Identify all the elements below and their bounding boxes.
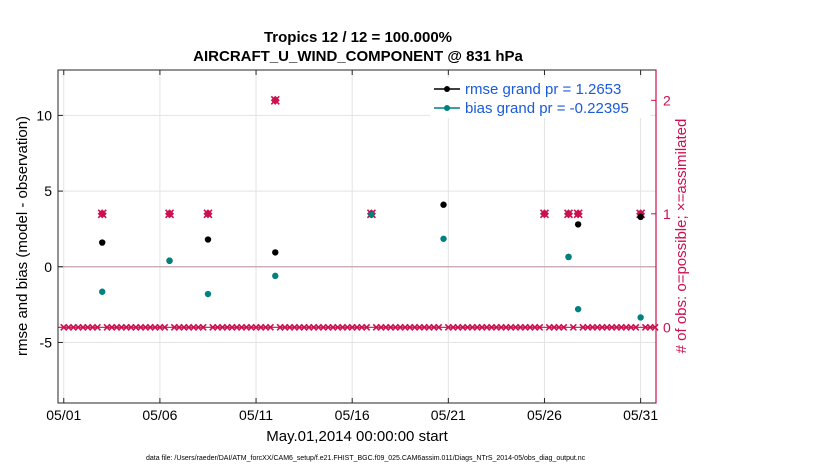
data-file-footer: data file: /Users/raeder/DAI/ATM_forcXX/…: [146, 455, 586, 462]
obs-assimilated-point: [164, 209, 175, 219]
legend-marker-rmse: [444, 86, 450, 92]
rmse-point: [574, 221, 582, 228]
x-tick-label: 05/06: [142, 407, 177, 423]
rmse-point: [637, 213, 644, 221]
rmse-point: [272, 249, 279, 256]
obs-assimilated-point: [563, 209, 574, 219]
rmse-point: [440, 201, 447, 208]
bias-point: [368, 211, 375, 218]
y2-tick-label: 2: [663, 92, 671, 108]
bias-point: [272, 272, 279, 280]
x-tick-label: 05/16: [335, 407, 370, 423]
obs-assimilated-point: [539, 209, 550, 219]
obs-assimilated-point: [573, 209, 583, 219]
legend-label-bias: bias grand pr = -0.22395: [465, 100, 629, 117]
bias-point: [574, 305, 582, 313]
y-tick-label: 0: [44, 259, 52, 275]
baseline-layer: [58, 323, 659, 331]
x-tick-label: 05/31: [623, 407, 658, 423]
chart-title-line1: Tropics 12 / 12 = 100.000%: [264, 29, 452, 46]
legend-marker-bias: [444, 105, 450, 111]
rmse-point: [204, 236, 212, 243]
legend-label-rmse: rmse grand pr = 1.2653: [465, 81, 621, 98]
x-axis-label: May.01,2014 00:00:00 start: [266, 428, 448, 445]
y2-tick-label: 1: [663, 206, 671, 222]
x-axis: 05/01 05/06 05/11 05/16 05/21 05/26 05/31: [46, 70, 658, 423]
series-layer: [97, 95, 646, 321]
y-axis-right: 0123: [651, 92, 671, 335]
y-axis-left: -5 0 5 10: [36, 107, 63, 350]
plot-area: [58, 70, 656, 403]
bias-point: [204, 290, 212, 298]
x-tick-label: 05/21: [431, 407, 466, 423]
x-tick-label: 05/01: [46, 407, 81, 423]
y2-axis-label: # of obs: o=possible; ×=assimilated: [673, 119, 690, 354]
bias-point: [565, 253, 572, 261]
y-tick-label: 10: [36, 107, 52, 123]
legend: rmse grand pr = 1.2653 bias grand pr = -…: [430, 78, 650, 118]
x-tick-label: 05/26: [527, 407, 562, 423]
obs-assimilated-point: [97, 209, 107, 219]
legend-box: [430, 78, 650, 118]
obs-assimilated-point: [270, 95, 280, 105]
chart-title-line2: AIRCRAFT_U_WIND_COMPONENT @ 831 hPa: [193, 48, 523, 65]
bias-point: [166, 257, 173, 264]
x-tick-label: 05/11: [239, 407, 273, 423]
y-tick-label: -5: [40, 334, 53, 350]
bias-point: [637, 314, 644, 321]
y2-tick-label: 0: [663, 319, 671, 335]
bias-point: [440, 235, 447, 242]
bias-point: [99, 288, 106, 295]
rmse-point: [99, 239, 106, 246]
obs-assimilated-point: [203, 209, 213, 219]
y-axis-label: rmse and bias (model - observation): [14, 116, 31, 356]
y-tick-label: 5: [44, 183, 52, 199]
